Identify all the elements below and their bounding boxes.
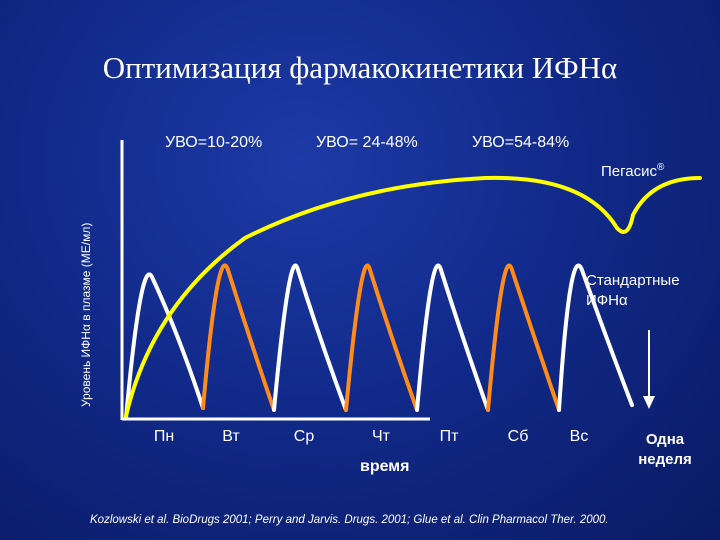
standard-curve-orange-3 [486, 263, 561, 412]
standard-curve-white-1 [124, 272, 205, 420]
day-sun: Вс [569, 428, 589, 445]
day-sat: Сб [507, 428, 529, 445]
standard-curve-orange-2 [344, 263, 419, 412]
week-arrow-head [643, 396, 655, 409]
day-thu: Чт [372, 428, 390, 445]
pegasys-label-text: Пегасис [601, 163, 657, 180]
slide-title: Оптимизация фармакокинетики ИФНα [102, 50, 618, 85]
x-axis-title: время [360, 458, 410, 475]
day-mon: Пн [153, 428, 175, 445]
one-week-label: Одна неделя [615, 430, 715, 470]
day-wed: Ср [293, 428, 315, 445]
pegasys-label: Пегасис® [601, 158, 664, 182]
standard-curve-orange-1 [201, 263, 276, 412]
caption-svr-3: УВО=54-84% [472, 134, 570, 151]
registered-mark: ® [657, 162, 665, 173]
standard-ifn-label-line1: Стандартные [586, 272, 680, 289]
standard-curve-white-3 [415, 263, 490, 412]
one-week-label-line1: Одна [645, 431, 685, 448]
one-week-label-line2: неделя [638, 451, 692, 468]
caption-svr-1: УВО=10-20% [165, 134, 263, 151]
standard-curve-white-4 [557, 263, 634, 412]
caption-svr-2: УВО= 24-48% [316, 134, 418, 151]
day-tue: Вт [222, 428, 240, 445]
pegasys-curve [124, 175, 702, 418]
citation: Kozlowski et al. BioDrugs 2001; Perry an… [90, 514, 609, 526]
standard-curve-white-2 [272, 263, 348, 412]
day-fri: Пт [439, 428, 459, 445]
